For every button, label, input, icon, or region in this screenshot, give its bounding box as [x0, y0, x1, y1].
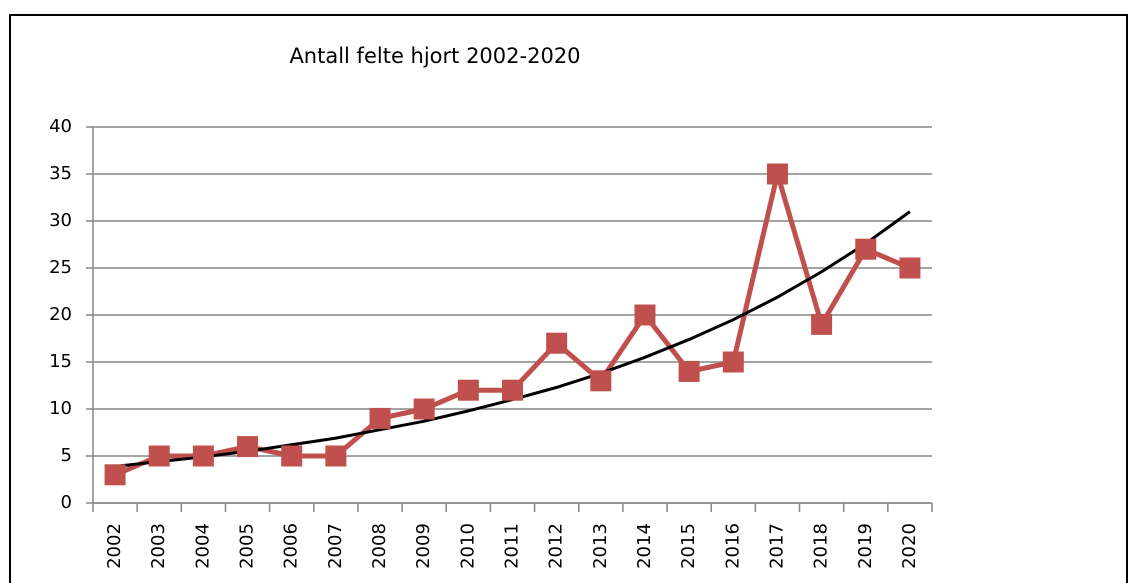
marker [634, 304, 656, 326]
x-tick-label: 2016 [722, 523, 743, 569]
x-tick-label: 2017 [766, 523, 787, 569]
x-tick-label: 2018 [811, 523, 832, 569]
marker [148, 445, 170, 467]
x-tick-label: 2019 [855, 523, 876, 569]
y-tick-label: 20 [49, 304, 72, 325]
y-tick-label: 35 [49, 163, 72, 184]
x-tick-label: 2013 [590, 523, 611, 569]
y-tick-label: 30 [49, 210, 72, 231]
x-tick-label: 2007 [325, 523, 346, 569]
marker [369, 407, 391, 429]
marker [811, 313, 833, 335]
marker [899, 257, 921, 279]
x-tick-label: 2012 [546, 523, 567, 569]
y-tick-label: 10 [49, 398, 72, 419]
marker [192, 445, 214, 467]
x-tick-label: 2015 [678, 523, 699, 569]
marker [590, 370, 612, 392]
x-tick-label: 2014 [634, 523, 655, 569]
y-tick-label: 15 [49, 351, 72, 372]
x-tick-label: 2020 [899, 523, 920, 569]
y-tick-label: 25 [49, 257, 72, 278]
marker [413, 398, 435, 420]
x-tick-label: 2002 [104, 523, 125, 569]
marker [502, 379, 523, 401]
marker [457, 379, 479, 401]
marker [855, 238, 877, 260]
marker [546, 332, 568, 354]
marker [766, 163, 788, 185]
marker [325, 445, 347, 467]
marker [722, 351, 744, 373]
x-tick-label: 2009 [413, 523, 434, 569]
y-tick-label: 0 [61, 492, 72, 513]
chart-title: Antall felte hjort 2002-2020 [289, 44, 580, 68]
x-tick-label: 2011 [502, 523, 523, 569]
x-tick-label: 2006 [281, 523, 302, 569]
marker [237, 436, 259, 458]
marker [281, 445, 303, 467]
marker [104, 464, 126, 486]
x-tick-label: 2003 [148, 523, 169, 569]
x-tick-label: 2005 [237, 523, 258, 569]
chart-frame [9, 14, 1128, 583]
x-tick-label: 2008 [369, 523, 390, 569]
x-tick-label: 2004 [192, 523, 213, 569]
marker [678, 360, 700, 382]
y-tick-label: 5 [61, 445, 72, 466]
y-tick-label: 40 [49, 116, 72, 137]
x-tick-label: 2010 [457, 523, 478, 569]
